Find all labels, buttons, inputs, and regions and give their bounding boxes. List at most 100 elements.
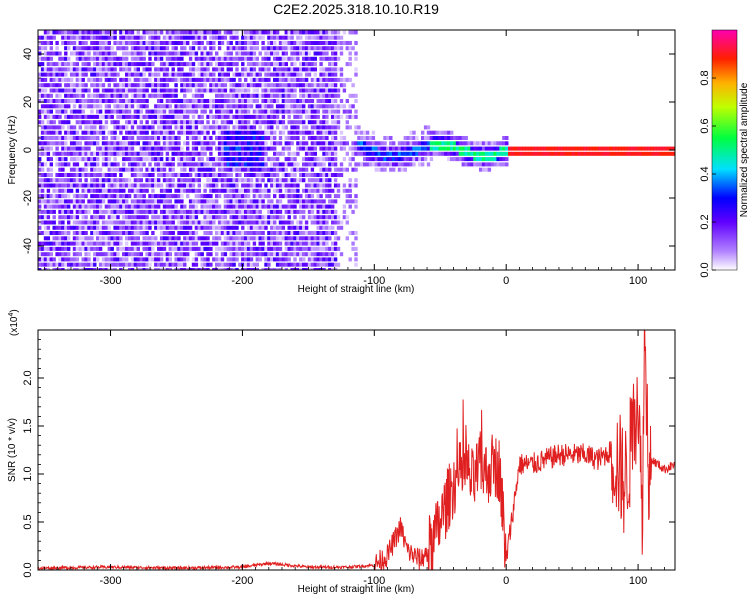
spectrogram-cell: [244, 99, 248, 103]
spectrogram-cell: [409, 162, 413, 167]
spectrogram-cell: [186, 215, 190, 220]
spectrogram-cell: [38, 252, 42, 257]
spectrogram-cell: [206, 241, 210, 246]
spectrogram-cell: [206, 157, 210, 162]
spectrogram-cell: [157, 257, 161, 262]
spectrogram-cell: [171, 157, 175, 162]
spectrogram-cell: [270, 109, 274, 114]
spectrogram-cell: [223, 99, 228, 103]
spectrogram-cell: [98, 83, 103, 88]
spectrogram-cell: [336, 35, 341, 40]
spectrogram-cell: [116, 167, 120, 172]
spectrogram-cell: [171, 194, 175, 199]
spectrogram-cell: [168, 41, 172, 45]
spectrogram-cell: [43, 136, 48, 140]
spectrogram-cell: [592, 151, 596, 156]
spectrogram-cell: [130, 120, 135, 125]
spectrogram-cell: [69, 146, 74, 151]
spectrogram-cell: [203, 262, 207, 267]
spectrogram-cell: [423, 146, 428, 151]
spectrogram-cell: [354, 130, 358, 135]
spectrogram-cell: [133, 88, 138, 93]
spectrogram-cell: [322, 56, 326, 61]
spectrogram-cell: [191, 141, 196, 146]
spectrogram-cell: [293, 215, 297, 220]
spectrogram-cell: [287, 104, 291, 109]
spectrogram-cell: [130, 268, 135, 270]
spectrogram-cell: [46, 136, 51, 140]
spectrogram-cell: [101, 268, 106, 270]
spectrogram-cell: [186, 173, 190, 177]
spectrogram-cell: [328, 167, 332, 172]
spectrogram-cell: [241, 72, 245, 77]
spectrogram-cell: [61, 157, 65, 162]
spectrogram-cell: [287, 88, 291, 93]
spectrogram-cell: [58, 62, 62, 67]
spectrogram-cell: [206, 183, 210, 188]
spectrogram-cell: [212, 30, 216, 35]
spectrogram-cell: [93, 77, 97, 82]
spectrogram-cell: [241, 125, 245, 130]
spectrogram-cell: [226, 46, 230, 51]
spectrogram-cell: [226, 183, 230, 188]
spectrogram-cell: [168, 93, 172, 98]
spectrogram-cell: [197, 162, 201, 167]
spectrogram-cell: [197, 220, 201, 225]
spectrogram-cell: [75, 77, 80, 82]
spectrogram-cell: [101, 220, 106, 225]
spectrogram-cell: [151, 188, 155, 193]
spectrogram-cell: [484, 157, 489, 162]
spectrogram-cell: [336, 120, 341, 125]
spectrogram-cell: [229, 67, 233, 72]
spectrogram-cell: [40, 62, 45, 67]
spectrogram-cell: [101, 35, 106, 40]
spectrogram-cell: [255, 204, 259, 209]
spectrogram-cell: [325, 72, 329, 77]
spectrogram-cell: [217, 56, 222, 61]
spectrogram-cell: [331, 62, 335, 67]
spectrogram-cell: [136, 46, 140, 51]
spectrogram-cell: [194, 109, 199, 114]
spectrogram-cell: [148, 62, 152, 67]
spectrogram-cell: [229, 109, 233, 114]
spectrogram-cell: [157, 141, 161, 146]
spectrogram-cell: [215, 62, 219, 67]
spectrogram-cell: [93, 231, 97, 235]
spectrogram-cell: [154, 141, 158, 146]
spectrogram-cell: [328, 56, 332, 61]
spectrogram-cell: [223, 268, 228, 270]
spectrogram-cell: [304, 146, 309, 151]
spectrogram-cell: [162, 241, 167, 246]
spectrogram-cell: [270, 136, 274, 140]
spectrogram-cell: [93, 130, 97, 135]
spectrogram-cell: [209, 104, 213, 109]
spectrogram-cell: [499, 162, 503, 167]
spectrogram-cell: [249, 215, 254, 220]
spectrogram-cell: [313, 178, 317, 183]
spectrogram-cell: [264, 246, 268, 251]
spectrogram-cell: [64, 77, 68, 82]
spectrogram-cell: [177, 183, 181, 188]
spectrogram-cell: [600, 146, 605, 151]
spectrogram-cell: [38, 262, 42, 267]
spectrogram-cell: [93, 157, 97, 162]
spectrogram-cell: [290, 178, 294, 183]
spectrogram-cell: [238, 167, 242, 172]
spectrogram-cell: [255, 236, 259, 241]
spectrogram-cell: [223, 109, 228, 114]
spectrogram-cell: [151, 157, 155, 162]
spectrogram-cell: [333, 231, 338, 235]
spectrogram-cell: [299, 199, 303, 204]
spectrogram-cell: [255, 268, 259, 270]
spectrogram-cell: [119, 93, 123, 98]
spectrogram-cell: [61, 225, 65, 230]
spectrogram-cell: [84, 56, 88, 61]
spectrogram-cell: [180, 146, 184, 151]
spectrogram-cell: [319, 268, 323, 270]
spectrogram-cell: [165, 225, 170, 230]
spectrogram-cell: [165, 41, 170, 45]
spectrogram-cell: [278, 225, 283, 230]
spectrogram-cell: [296, 51, 300, 56]
spectrogram-cell: [226, 167, 230, 172]
spectrogram-cell: [264, 109, 268, 114]
